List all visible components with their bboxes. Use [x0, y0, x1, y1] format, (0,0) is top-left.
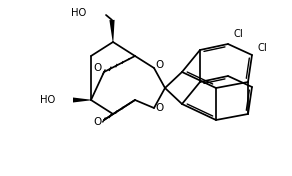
Text: O: O: [156, 60, 164, 70]
Text: Cl: Cl: [233, 29, 243, 39]
Polygon shape: [73, 98, 91, 102]
Text: O: O: [156, 103, 164, 113]
Text: O: O: [93, 117, 101, 127]
Text: O: O: [93, 63, 101, 73]
Text: HO: HO: [40, 95, 55, 105]
Polygon shape: [110, 20, 114, 42]
Text: HO: HO: [71, 8, 86, 18]
Text: Cl: Cl: [257, 43, 267, 53]
